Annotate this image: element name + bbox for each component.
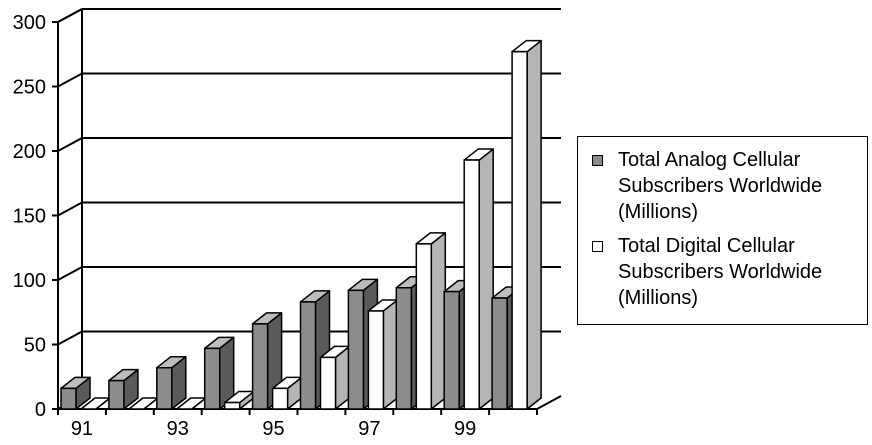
side-wall-gridline xyxy=(57,137,83,152)
side-wall-gridline xyxy=(57,72,83,88)
y-tick-label: 150 xyxy=(13,206,46,228)
bar-front xyxy=(491,297,508,410)
y-tick-label: 100 xyxy=(13,270,46,292)
bar-digital-98 xyxy=(415,232,447,410)
legend-swatch-analog xyxy=(592,155,603,166)
bar-analog-91 xyxy=(60,376,91,410)
bar-side xyxy=(526,39,542,410)
bar-front xyxy=(347,289,365,410)
bar-front xyxy=(108,379,125,410)
y-tick-label: 300 xyxy=(13,12,46,34)
bar-front xyxy=(395,286,413,410)
bar-side xyxy=(478,148,494,410)
bar-front xyxy=(271,387,289,410)
legend-label-digital: Total Digital Cellular Subscribers World… xyxy=(618,235,823,309)
bar-analog-93 xyxy=(156,355,187,410)
side-wall-gridline xyxy=(57,266,83,281)
bar-front xyxy=(60,387,77,410)
y-tick-label: 200 xyxy=(13,141,46,163)
bar-digital-99 xyxy=(463,148,494,410)
x-tick-label: 97 xyxy=(358,418,380,440)
y-tick-label: 0 xyxy=(35,399,46,421)
x-tick-label: 93 xyxy=(167,418,189,440)
side-wall-gridline xyxy=(57,201,83,217)
bar-front xyxy=(511,50,528,410)
bar-digital-96 xyxy=(319,345,351,410)
side-wall-top xyxy=(57,8,83,23)
x-tick-label: 99 xyxy=(454,418,476,440)
bar-digital-97 xyxy=(367,299,399,410)
bar-digital-100 xyxy=(511,39,542,410)
x-tick-label: 91 xyxy=(71,418,93,440)
legend: Total Analog Cellular Subscribers Worldw… xyxy=(577,136,868,325)
side-wall-gridline xyxy=(57,330,83,346)
y-tick-label: 250 xyxy=(13,77,46,99)
bar-front xyxy=(223,401,241,410)
bar-front xyxy=(367,310,385,410)
bar-front xyxy=(443,290,460,410)
legend-swatch-digital xyxy=(592,241,603,252)
bar-front xyxy=(463,159,480,410)
bar-side xyxy=(382,299,399,410)
bars xyxy=(60,39,542,410)
bar-side xyxy=(430,232,447,410)
bar-front xyxy=(299,301,317,410)
bar-front xyxy=(156,366,173,410)
floor-edge xyxy=(536,395,562,410)
y-tick-label: 50 xyxy=(24,335,46,357)
bar-front xyxy=(415,243,433,410)
bar-analog-94 xyxy=(203,336,235,410)
bar-front xyxy=(319,356,337,410)
tick-labels: 0 50 100 150 200 250 300 91 93 95 97 99 xyxy=(13,12,477,440)
bar-analog-92 xyxy=(108,368,139,410)
bar-front xyxy=(203,347,221,410)
bar-front xyxy=(251,323,269,410)
legend-label-analog: Total Analog Cellular Subscribers Worldw… xyxy=(618,149,823,223)
x-tick-label: 95 xyxy=(262,418,284,440)
